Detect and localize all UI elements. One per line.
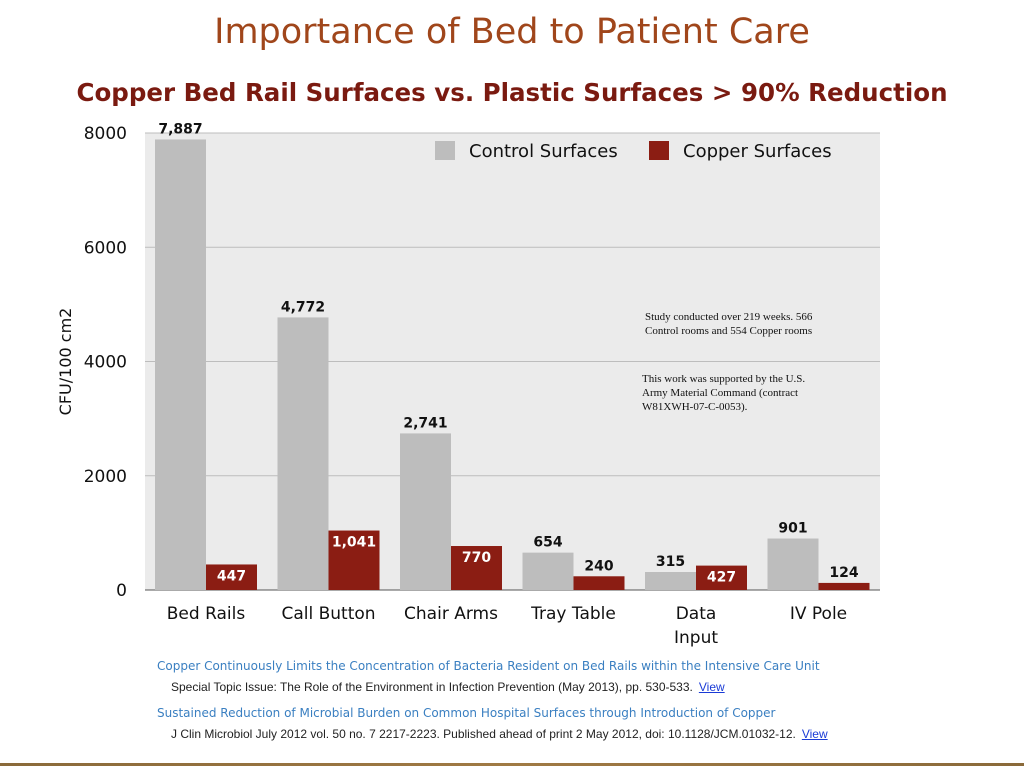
reference-2-view-link[interactable]: View xyxy=(801,727,828,741)
reference-1-citation-text: Special Topic Issue: The Role of the Env… xyxy=(171,680,693,694)
legend-swatch-control xyxy=(435,141,455,160)
copper-bar xyxy=(206,564,257,590)
x-tick-label: Chair Arms xyxy=(404,604,498,624)
data-label: 240 xyxy=(584,558,613,574)
legend-swatch-copper xyxy=(649,141,669,160)
control-bar xyxy=(277,317,329,590)
y-tick-label: 4000 xyxy=(84,353,127,373)
reference-1-title: Copper Continuously Limits the Concentra… xyxy=(157,659,820,673)
data-label: 770 xyxy=(462,550,491,566)
data-label: 901 xyxy=(778,521,807,537)
slide-title: Importance of Bed to Patient Care xyxy=(214,12,810,52)
x-tick-label: IV Pole xyxy=(790,604,847,624)
control-bar xyxy=(155,139,206,590)
reference-2-citation-text: J Clin Microbiol July 2012 vol. 50 no. 7… xyxy=(171,727,796,741)
control-bar xyxy=(645,572,696,590)
data-label: 427 xyxy=(707,570,736,586)
copper-bar xyxy=(328,530,380,590)
data-label: 4,772 xyxy=(281,299,325,315)
legend-label-control: Control Surfaces xyxy=(469,141,618,162)
study-note: Study conducted over 219 weeks. 566 Cont… xyxy=(645,311,813,337)
y-tick-label: 6000 xyxy=(84,238,127,258)
control-bar xyxy=(522,552,574,590)
x-tick-label: Input xyxy=(674,628,718,648)
data-label: 447 xyxy=(217,568,246,584)
y-tick-label: 0 xyxy=(116,581,127,601)
x-tick-label: Tray Table xyxy=(530,604,616,624)
copper-bar xyxy=(818,582,870,590)
reference-2-citation: J Clin Microbiol July 2012 vol. 50 no. 7… xyxy=(171,727,828,741)
reference-1-view-link[interactable]: View xyxy=(698,680,725,694)
control-bar xyxy=(767,538,819,590)
y-tick-label: 8000 xyxy=(84,124,127,144)
reference-2-title: Sustained Reduction of Microbial Burden … xyxy=(157,706,776,720)
control-bar xyxy=(400,433,451,590)
data-label: 7,887 xyxy=(158,121,202,137)
x-tick-label: Bed Rails xyxy=(167,604,246,624)
copper-bar xyxy=(696,565,747,590)
funding-note: This work was supported by the U.S. Army… xyxy=(642,373,806,413)
chart-subtitle: Copper Bed Rail Surfaces vs. Plastic Sur… xyxy=(76,78,948,107)
legend-label-copper: Copper Surfaces xyxy=(683,141,832,162)
x-tick-label: Data xyxy=(676,604,717,624)
data-label: 2,741 xyxy=(403,415,447,431)
copper-bar xyxy=(573,576,625,590)
data-label: 124 xyxy=(829,565,858,581)
y-tick-label: 2000 xyxy=(84,467,127,487)
data-label: 315 xyxy=(656,554,685,570)
footer-rule xyxy=(0,763,1024,766)
reference-1-citation: Special Topic Issue: The Role of the Env… xyxy=(171,680,725,694)
copper-bar xyxy=(451,546,502,590)
bar-chart: 0 2000 4000 6000 8000 CFU/100 cm2 7,887 4,772 2,… xyxy=(56,121,880,648)
data-label: 1,041 xyxy=(332,535,376,551)
data-label: 654 xyxy=(533,535,562,551)
y-axis-title: CFU/100 cm2 xyxy=(56,308,75,416)
x-tick-label: Call Button xyxy=(281,604,375,624)
